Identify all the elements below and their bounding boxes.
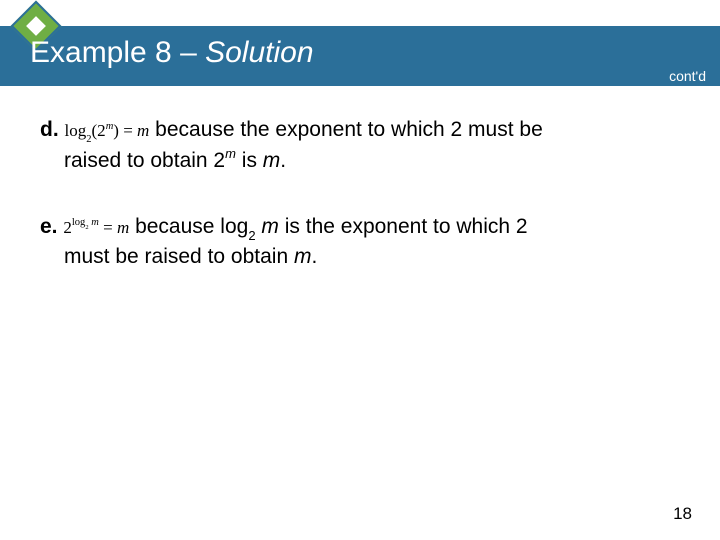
- item-d-equation: log2(2m) = m: [65, 121, 150, 140]
- item-e-label: e.: [40, 215, 58, 238]
- slide: Example 8 – Solution cont'd d. log2(2m) …: [0, 0, 720, 540]
- item-d-line2: raised to obtain 2m is m.: [40, 146, 680, 175]
- page-number: 18: [673, 504, 692, 524]
- item-e: e. 2log2 m = m because log2 m is the exp…: [40, 213, 680, 271]
- item-d: d. log2(2m) = m because the exponent to …: [40, 116, 680, 175]
- item-e-equation: 2log2 m = m: [63, 218, 129, 237]
- item-d-text-after: because the exponent to which 2 must be: [155, 118, 543, 141]
- item-e-line2: must be raised to obtain m.: [40, 243, 680, 271]
- item-d-line1: d. log2(2m) = m because the exponent to …: [40, 116, 680, 146]
- body: d. log2(2m) = m because the exponent to …: [40, 116, 680, 309]
- title-prefix: Example 8 –: [30, 36, 205, 69]
- item-e-text-after: because log2 m is the exponent to which …: [135, 215, 528, 238]
- contd-label: cont'd: [669, 68, 706, 84]
- item-e-line1: e. 2log2 m = m because log2 m is the exp…: [40, 213, 680, 243]
- title-suffix: Solution: [205, 36, 313, 69]
- item-d-label: d.: [40, 118, 59, 141]
- slide-title: Example 8 – Solution: [30, 36, 314, 70]
